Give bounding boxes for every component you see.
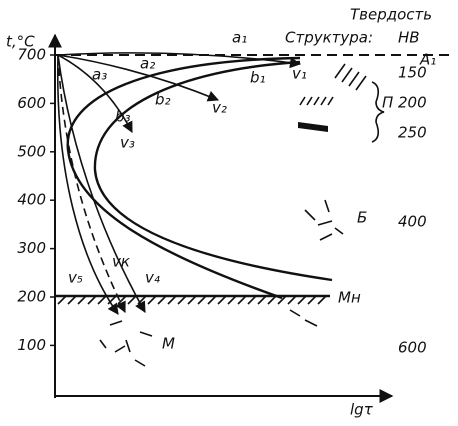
cooling-v2 bbox=[57, 54, 220, 102]
hardness-value: 400 bbox=[398, 213, 427, 231]
martensite-mark bbox=[99, 309, 318, 367]
troostite-mark bbox=[298, 122, 328, 132]
label-a2: a₂ bbox=[140, 55, 155, 73]
structure-header: Структура: bbox=[285, 29, 373, 47]
cooling-v1 bbox=[57, 52, 302, 69]
cooling-v4 bbox=[57, 54, 146, 313]
y-tick-label: 500 bbox=[17, 142, 46, 160]
label-vk: vк bbox=[112, 253, 130, 271]
hb-header: НВ bbox=[398, 29, 420, 47]
hardness-value: 200 bbox=[398, 94, 427, 112]
label-b3: b₃ bbox=[115, 108, 131, 126]
start-curve bbox=[66, 56, 301, 300]
cooling-v3 bbox=[57, 54, 133, 133]
label-a1: a₁ bbox=[232, 29, 247, 47]
label-p: П bbox=[382, 94, 393, 112]
label-v5: v₅ bbox=[68, 269, 83, 287]
pearlite-mark bbox=[334, 63, 367, 91]
bainite-mark bbox=[304, 199, 344, 241]
hardness-value: 150 bbox=[398, 64, 427, 82]
label-a1-line: A₁ bbox=[419, 51, 436, 69]
y-label: t,°C bbox=[6, 33, 35, 51]
y-tick-label: 300 bbox=[17, 239, 46, 257]
cooling-v5 bbox=[56, 54, 119, 315]
label-b1: b₁ bbox=[250, 69, 266, 87]
label-v3: v₃ bbox=[120, 134, 135, 152]
cooling-vk bbox=[57, 54, 126, 314]
label-v4: v₄ bbox=[145, 269, 160, 287]
x-label: lgτ bbox=[350, 401, 374, 419]
hardness-header: Твердость bbox=[350, 6, 432, 24]
y-tick-label: 700 bbox=[17, 46, 46, 64]
label-m: М bbox=[162, 335, 175, 353]
y-tick-label: 100 bbox=[17, 336, 46, 354]
hatch bbox=[57, 295, 327, 305]
hardness-value: 250 bbox=[398, 124, 427, 142]
label-b2: b₂ bbox=[155, 91, 171, 109]
y-tick-label: 400 bbox=[17, 191, 46, 209]
label-a3: a₃ bbox=[92, 66, 107, 84]
y-tick-label: 600 bbox=[17, 94, 46, 112]
brace bbox=[371, 81, 385, 143]
label-v2: v₂ bbox=[212, 99, 227, 117]
label-mn: Mн bbox=[338, 289, 361, 307]
label-b: Б bbox=[357, 209, 367, 227]
sorbite-mark bbox=[299, 96, 334, 106]
y-tick-label: 200 bbox=[17, 288, 46, 306]
hardness-value: 600 bbox=[398, 339, 427, 357]
label-v1: v₁ bbox=[292, 65, 307, 83]
end-curve bbox=[93, 60, 333, 282]
